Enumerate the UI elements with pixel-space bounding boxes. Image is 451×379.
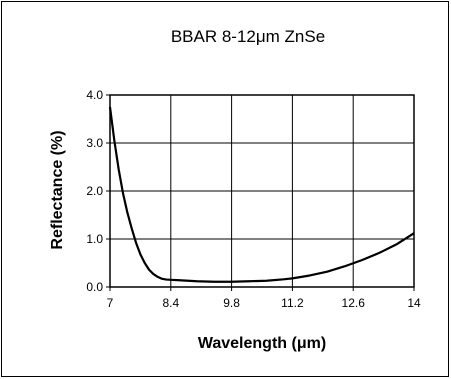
x-tick-label: 11.2 bbox=[281, 296, 304, 310]
x-tick-labels: 7 8.4 9.8 11.2 12.6 14 bbox=[107, 296, 421, 310]
x-tick-label: 9.8 bbox=[223, 296, 240, 310]
x-tick-label: 14 bbox=[407, 296, 421, 310]
chart-title: BBAR 8-12μm ZnSe bbox=[171, 27, 325, 46]
x-axis-label: Wavelength (μm) bbox=[198, 335, 326, 352]
x-tick-label: 8.4 bbox=[162, 296, 179, 310]
y-tick-label: 1.0 bbox=[86, 232, 103, 246]
y-tick-labels: 0.0 1.0 2.0 3.0 4.0 bbox=[86, 88, 103, 294]
y-tick-label: 2.0 bbox=[86, 184, 103, 198]
series-line bbox=[108, 106, 415, 283]
x-tick-label: 12.6 bbox=[342, 296, 366, 310]
y-axis-label: Reflectance (%) bbox=[49, 130, 66, 249]
y-tick-label: 4.0 bbox=[86, 88, 103, 102]
y-tick-label: 3.0 bbox=[86, 136, 103, 150]
y-tick-label: 0.0 bbox=[86, 280, 103, 294]
x-tick-label: 7 bbox=[107, 296, 114, 310]
plot-border bbox=[109, 94, 415, 288]
series-layer bbox=[108, 106, 415, 283]
